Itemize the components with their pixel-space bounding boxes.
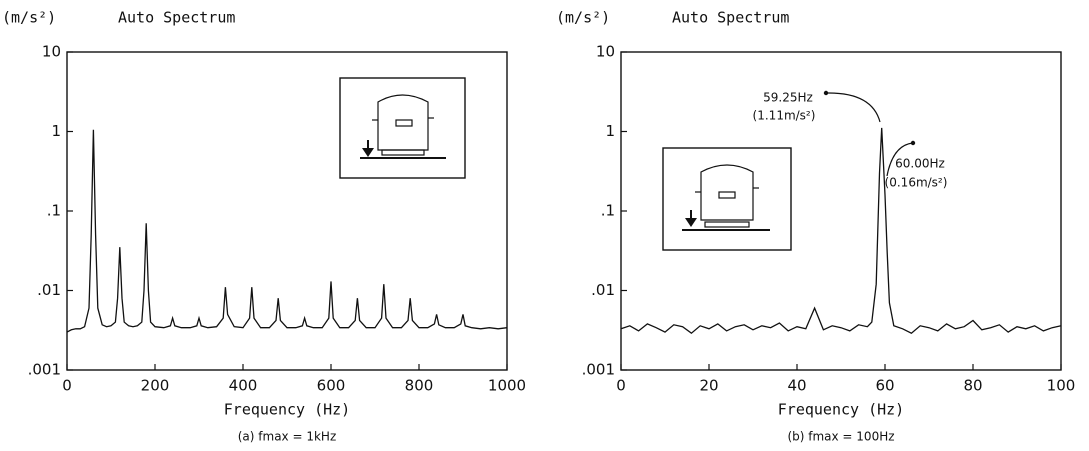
y-tick-label: 1 — [51, 122, 61, 140]
x-tick-label: 60 — [875, 377, 894, 395]
x-tick-label: 0 — [616, 377, 626, 395]
annotation: 59.25Hz — [763, 91, 813, 105]
x-axis-label: Frequency (Hz) — [778, 401, 904, 419]
x-tick-label: 20 — [699, 377, 718, 395]
x-tick-label: 40 — [787, 377, 806, 395]
y-unit-label: (m/s²) — [2, 9, 56, 27]
x-tick-label: 600 — [317, 377, 346, 395]
x-axis-label: Frequency (Hz) — [224, 401, 350, 419]
caption: (b) fmax = 100Hz — [787, 430, 894, 444]
inset-icon — [339, 77, 466, 179]
chart-title: Auto Spectrum — [118, 9, 235, 27]
y-tick-label: .1 — [47, 202, 61, 220]
y-tick-label: .001 — [28, 361, 61, 379]
x-tick-label: 100 — [1047, 377, 1076, 395]
y-tick-label: 1 — [605, 122, 615, 140]
spectrum-line — [66, 129, 508, 333]
y-tick-label: .001 — [582, 361, 615, 379]
x-tick-label: 800 — [405, 377, 434, 395]
y-tick-label: 10 — [42, 43, 61, 61]
annotation: (0.16m/s²) — [885, 176, 948, 190]
y-tick-label: .01 — [591, 281, 615, 299]
y-unit-label: (m/s²) — [556, 9, 610, 27]
inset-icon — [662, 147, 792, 251]
plot-frame — [66, 51, 508, 371]
chart-title: Auto Spectrum — [672, 9, 789, 27]
x-tick-label: 1000 — [488, 377, 526, 395]
caption: (a) fmax = 1kHz — [238, 430, 337, 444]
spectrum-line — [620, 127, 1062, 335]
y-tick-label: 10 — [596, 43, 615, 61]
y-tick-label: .01 — [37, 281, 61, 299]
x-tick-label: 0 — [62, 377, 72, 395]
x-tick-label: 200 — [141, 377, 170, 395]
annotation: 60.00Hz — [895, 157, 945, 171]
x-tick-label: 80 — [963, 377, 982, 395]
annotation: (1.11m/s²) — [753, 109, 816, 123]
y-tick-label: .1 — [601, 202, 615, 220]
annotation-leader — [823, 90, 916, 177]
x-tick-label: 400 — [229, 377, 258, 395]
plot-frame — [620, 51, 1062, 371]
